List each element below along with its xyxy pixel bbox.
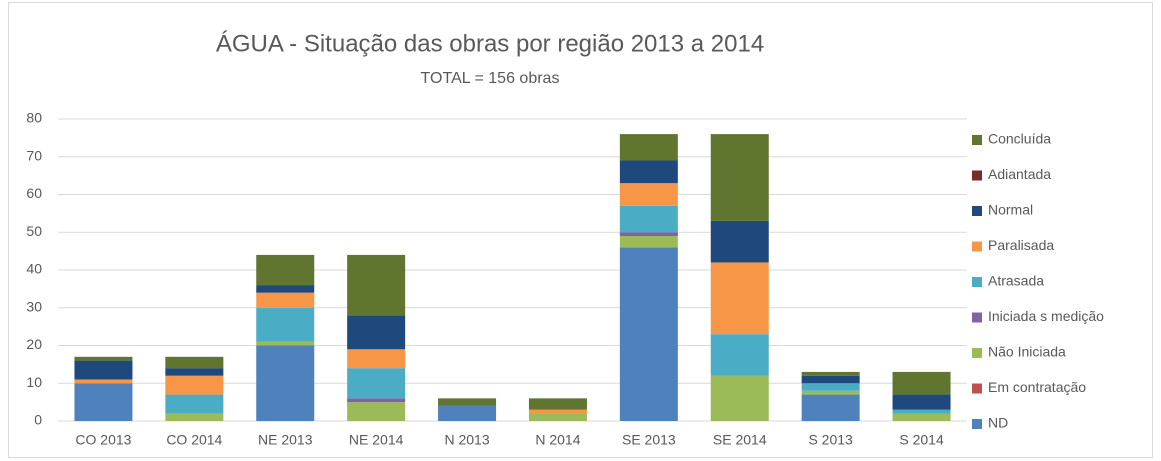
legend-label: ND (988, 415, 1008, 431)
bar-segment (256, 254, 315, 286)
bar-segment (74, 379, 133, 384)
legend-swatch (972, 383, 982, 394)
x-tick-label: SE 2013 (622, 432, 676, 448)
y-tick-label: 0 (34, 412, 42, 428)
x-tick-label: NE 2014 (349, 432, 404, 448)
bar-segment (619, 134, 678, 161)
bar-segment (892, 409, 951, 414)
legend-swatch (972, 312, 982, 323)
bar-segment (256, 292, 315, 308)
chart-subtitle: TOTAL = 156 obras (421, 70, 560, 87)
legend-label: Em contratação (988, 379, 1086, 395)
bar-segment (438, 398, 497, 406)
legend-swatch (972, 135, 982, 145)
legend-swatch (972, 277, 982, 287)
legend-label: Paralisada (988, 237, 1054, 253)
legend-label: Normal (988, 202, 1033, 218)
x-tick-label: NE 2013 (258, 432, 313, 448)
y-tick-label: 50 (26, 223, 42, 239)
y-tick-label: 60 (26, 185, 42, 201)
y-tick-label: 10 (26, 374, 42, 390)
bar-segment (892, 394, 951, 410)
bar-segment (438, 405, 497, 421)
bar-segment (347, 368, 406, 399)
bar-segment (256, 345, 315, 421)
chart-title: ÁGUA - Situação das obras por região 201… (216, 30, 764, 57)
bar-segment (801, 383, 860, 391)
y-tick-label: 70 (26, 147, 42, 163)
bar-segment (528, 398, 587, 410)
legend-swatch (972, 170, 982, 181)
bar-segment (347, 349, 406, 369)
bar-segment (619, 183, 678, 206)
legend-label: Concluída (988, 131, 1051, 147)
bar-segment (165, 368, 224, 376)
bar-segment (347, 398, 406, 403)
bar-segment (710, 375, 769, 421)
bar-segment (74, 383, 133, 421)
x-tick-label: CO 2014 (166, 432, 222, 448)
bar-segment (801, 390, 860, 395)
bar-segment (801, 375, 860, 384)
x-tick-label: S 2014 (899, 432, 944, 448)
legend-swatch (972, 206, 982, 216)
bar-segment (165, 375, 224, 395)
x-tick-label: S 2013 (808, 432, 853, 448)
y-tick-label: 30 (26, 298, 42, 314)
bar-segment (801, 394, 860, 421)
legend-label: Não Iniciada (988, 344, 1066, 360)
legend-label: Iniciada s medição (988, 308, 1104, 324)
y-tick-label: 20 (26, 336, 42, 352)
legend-swatch (972, 348, 982, 358)
bar-segment (347, 402, 406, 421)
bar-segment (165, 356, 224, 369)
legend-swatch (972, 241, 982, 252)
x-tick-label: SE 2014 (713, 432, 767, 448)
bar-segment (619, 236, 678, 248)
x-tick-label: N 2014 (535, 432, 580, 448)
bar-segment (619, 232, 678, 237)
bar-segment (165, 413, 224, 421)
y-tick-label: 40 (26, 261, 42, 277)
bar-segment (710, 334, 769, 376)
bar-segment (619, 247, 678, 421)
bar-segment (256, 285, 315, 293)
bar-segment (74, 356, 133, 361)
bar-segment (256, 307, 315, 342)
x-tick-label: N 2013 (444, 432, 489, 448)
bar-segment (619, 205, 678, 233)
bar-segment (710, 220, 769, 263)
bar-segment (710, 134, 769, 221)
legend-label: Adiantada (988, 166, 1051, 182)
x-tick-label: CO 2013 (75, 432, 131, 448)
y-tick-label: 80 (26, 110, 42, 126)
bar-segment (74, 360, 133, 380)
bar-segment (892, 371, 951, 395)
legend-label: Atrasada (988, 273, 1044, 289)
bar-segment (256, 341, 315, 346)
bar-segment (528, 413, 587, 421)
bar-segment (619, 160, 678, 184)
bar-segment (892, 413, 951, 421)
legend-swatch (972, 419, 982, 429)
bar-segment (801, 371, 860, 376)
bar-segment (528, 409, 587, 414)
bar-segment (165, 394, 224, 414)
bar-segment (347, 254, 406, 316)
bar-segment (710, 262, 769, 335)
bar-segment (347, 315, 406, 350)
